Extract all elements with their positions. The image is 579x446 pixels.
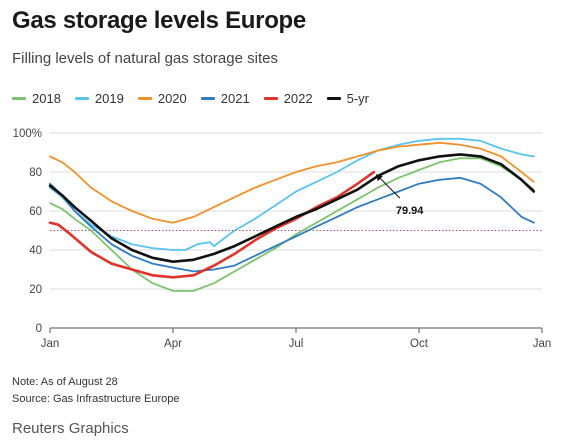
legend-swatch <box>263 97 278 100</box>
annotation-arrowhead <box>375 174 383 182</box>
legend-swatch <box>137 97 152 100</box>
series-line-5yr <box>48 153 536 263</box>
legend-item-2022: 2022 <box>263 91 313 106</box>
legend-item-2020: 2020 <box>137 91 187 106</box>
y-tick-label: 0 <box>36 323 42 335</box>
y-tick-label: 80 <box>29 167 42 179</box>
legend-item-2018: 2018 <box>12 91 61 106</box>
legend-item-2021: 2021 <box>200 91 250 106</box>
x-tick-label: Jul <box>289 338 304 350</box>
series-line-2019 <box>49 137 535 251</box>
chart-subtitle: Filling levels of natural gas storage si… <box>12 50 278 67</box>
credit-text: Reuters Graphics <box>12 420 129 437</box>
legend-label: 2019 <box>94 91 124 106</box>
legend-label: 2021 <box>220 91 250 106</box>
y-tick-label: 100% <box>13 128 42 140</box>
legend-swatch <box>74 97 89 100</box>
x-tick-label: Jan <box>533 338 552 350</box>
x-tick-label: Oct <box>410 338 429 350</box>
source-text: Source: Gas Infrastructure Europe <box>12 393 180 405</box>
line-chart: 0 20 40 60 80 100% Jan Apr Jul Oct Jan 79.94 <box>13 128 552 350</box>
note-text: Note: As of August 28 <box>12 376 118 388</box>
x-tick-label: Apr <box>164 338 182 350</box>
series-line-2022 <box>48 170 376 279</box>
annotation-label: 79.94 <box>396 205 424 217</box>
series-line-2021 <box>49 176 535 273</box>
y-tick-label: 40 <box>29 245 42 257</box>
x-tick-label: Jan <box>41 338 60 350</box>
legend-swatch <box>200 97 215 100</box>
legend-label: 2018 <box>32 91 61 106</box>
legend-item-5yr: 5-yr <box>326 91 369 106</box>
legend-swatch <box>326 97 341 100</box>
legend-item-2019: 2019 <box>74 91 124 106</box>
footnote: Note: As of August 28 Source: Gas Infras… <box>12 374 180 408</box>
legend-label: 5-yr <box>346 91 369 106</box>
series-line-2020 <box>49 141 535 224</box>
chart-title: Gas storage levels Europe <box>12 7 306 34</box>
y-tick-label: 20 <box>29 284 42 296</box>
legend-label: 2020 <box>157 91 187 106</box>
legend-label: 2022 <box>283 91 313 106</box>
y-tick-label: 60 <box>29 206 42 218</box>
legend-swatch <box>12 97 26 100</box>
annotation-pointer <box>376 174 401 199</box>
legend: 2018 2019 2020 2021 2022 5-yr <box>12 91 369 106</box>
